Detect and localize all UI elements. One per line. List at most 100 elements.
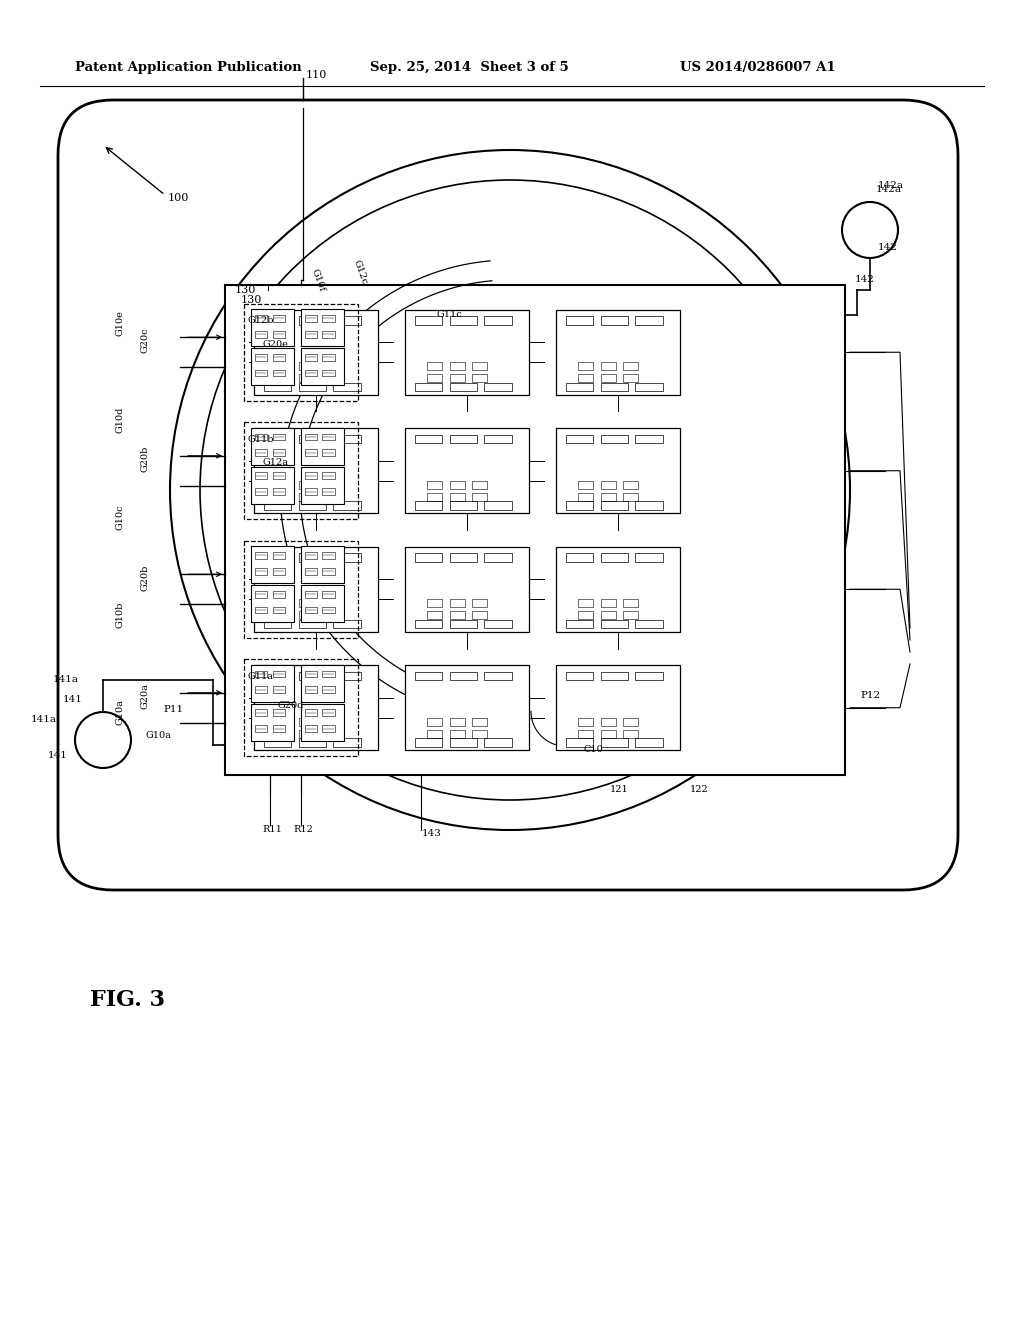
- Bar: [484, 383, 512, 392]
- Bar: [566, 502, 593, 510]
- Bar: [305, 315, 317, 322]
- Bar: [556, 546, 680, 632]
- FancyBboxPatch shape: [58, 100, 958, 890]
- Text: R12: R12: [293, 825, 312, 834]
- Bar: [251, 348, 294, 385]
- Bar: [406, 428, 529, 513]
- Bar: [623, 375, 638, 381]
- Bar: [321, 730, 336, 738]
- Bar: [601, 383, 628, 392]
- Bar: [484, 502, 512, 510]
- Text: G20e: G20e: [263, 339, 289, 348]
- Bar: [415, 672, 442, 680]
- Bar: [255, 591, 267, 598]
- Bar: [566, 317, 593, 325]
- Bar: [635, 672, 663, 680]
- Bar: [472, 718, 486, 726]
- Bar: [264, 620, 291, 628]
- Bar: [251, 585, 294, 622]
- Bar: [579, 599, 593, 607]
- Bar: [601, 730, 615, 738]
- Bar: [272, 568, 285, 574]
- Bar: [334, 317, 360, 325]
- Bar: [321, 363, 336, 370]
- Bar: [472, 363, 486, 370]
- Bar: [450, 611, 465, 619]
- Bar: [299, 672, 326, 680]
- Bar: [450, 502, 477, 510]
- Bar: [484, 553, 512, 562]
- Text: 130: 130: [241, 294, 262, 305]
- Text: R11: R11: [263, 825, 283, 834]
- Bar: [301, 467, 344, 504]
- Bar: [299, 383, 326, 392]
- Bar: [601, 738, 628, 747]
- Text: 142a: 142a: [878, 181, 904, 190]
- Bar: [635, 738, 663, 747]
- Bar: [579, 718, 593, 726]
- Bar: [254, 665, 378, 750]
- Bar: [323, 568, 335, 574]
- Text: G20c: G20c: [140, 327, 150, 354]
- Bar: [601, 480, 615, 488]
- Bar: [472, 599, 486, 607]
- Bar: [472, 611, 486, 619]
- Bar: [566, 672, 593, 680]
- Bar: [299, 553, 326, 562]
- Bar: [323, 607, 335, 614]
- Bar: [255, 331, 267, 338]
- Text: 121: 121: [609, 785, 628, 795]
- Bar: [323, 449, 335, 455]
- Bar: [251, 309, 294, 346]
- Bar: [272, 331, 285, 338]
- Bar: [566, 434, 593, 444]
- Bar: [245, 541, 357, 638]
- Bar: [415, 620, 442, 628]
- Bar: [301, 704, 344, 741]
- Bar: [566, 738, 593, 747]
- Circle shape: [842, 202, 898, 257]
- Bar: [334, 434, 360, 444]
- Text: G12c: G12c: [352, 259, 370, 285]
- Bar: [276, 492, 291, 500]
- Bar: [427, 718, 442, 726]
- Bar: [601, 620, 628, 628]
- Bar: [635, 553, 663, 562]
- Bar: [323, 725, 335, 731]
- Text: 122: 122: [690, 785, 709, 795]
- Bar: [305, 473, 317, 479]
- Bar: [305, 725, 317, 731]
- Bar: [579, 375, 593, 381]
- Bar: [301, 309, 344, 346]
- Text: Sep. 25, 2014  Sheet 3 of 5: Sep. 25, 2014 Sheet 3 of 5: [370, 62, 568, 74]
- Text: FIG. 3: FIG. 3: [90, 989, 165, 1011]
- Bar: [255, 552, 267, 558]
- Bar: [299, 480, 313, 488]
- Bar: [334, 738, 360, 747]
- Bar: [601, 553, 628, 562]
- Bar: [264, 317, 291, 325]
- Text: G20a: G20a: [140, 682, 150, 709]
- Bar: [566, 553, 593, 562]
- Bar: [556, 428, 680, 513]
- Bar: [635, 502, 663, 510]
- Bar: [301, 348, 344, 385]
- Bar: [323, 331, 335, 338]
- Bar: [272, 607, 285, 614]
- Bar: [601, 375, 615, 381]
- Bar: [272, 488, 285, 495]
- Bar: [601, 317, 628, 325]
- Bar: [323, 686, 335, 693]
- Bar: [299, 611, 313, 619]
- Text: 100: 100: [168, 193, 189, 203]
- Text: G20b: G20b: [140, 564, 150, 590]
- Bar: [321, 718, 336, 726]
- Bar: [299, 502, 326, 510]
- Bar: [427, 363, 442, 370]
- Text: G10a: G10a: [145, 730, 171, 739]
- Bar: [321, 480, 336, 488]
- Bar: [323, 488, 335, 495]
- Bar: [450, 492, 465, 500]
- Text: G12b: G12b: [248, 315, 274, 325]
- Bar: [255, 315, 267, 322]
